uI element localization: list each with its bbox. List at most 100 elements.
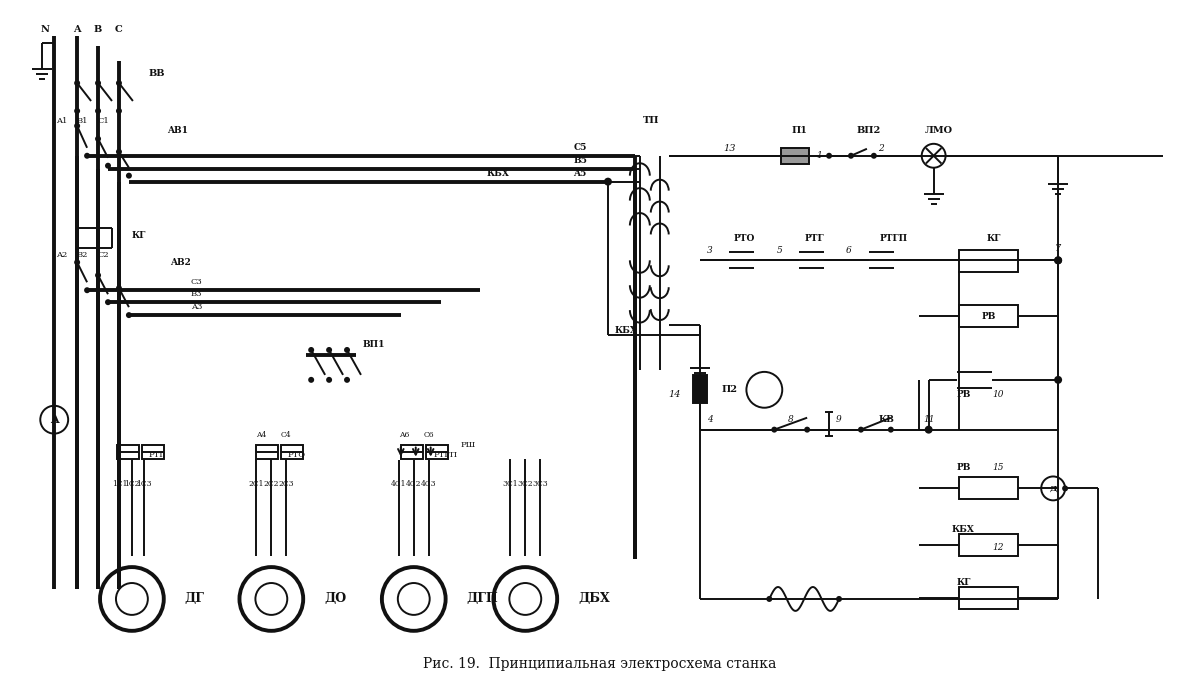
Text: КГ: КГ <box>986 234 1001 243</box>
Circle shape <box>1054 256 1062 264</box>
Circle shape <box>106 163 110 169</box>
Circle shape <box>344 347 350 353</box>
Text: 2: 2 <box>878 145 883 153</box>
Text: B: B <box>94 25 102 34</box>
Circle shape <box>74 108 80 114</box>
Text: 5: 5 <box>776 246 782 255</box>
Text: A3: A3 <box>191 303 203 311</box>
Text: 2С3: 2С3 <box>278 480 294 488</box>
Text: 4: 4 <box>707 415 713 424</box>
Text: 4С1: 4С1 <box>391 480 407 488</box>
Circle shape <box>772 427 778 433</box>
Text: РТО: РТО <box>733 234 755 243</box>
Circle shape <box>126 173 132 179</box>
Text: 1С2: 1С2 <box>124 480 139 488</box>
Circle shape <box>116 285 122 291</box>
Text: A6: A6 <box>398 431 409 438</box>
Circle shape <box>84 287 90 293</box>
Circle shape <box>1054 376 1062 384</box>
Circle shape <box>308 377 314 383</box>
Circle shape <box>493 567 557 631</box>
Circle shape <box>1054 256 1062 264</box>
Text: КВ: КВ <box>878 415 895 424</box>
Circle shape <box>308 347 314 353</box>
Text: B5: B5 <box>574 156 587 165</box>
Text: РТГП: РТГП <box>433 451 457 458</box>
Text: ВП1: ВП1 <box>362 340 385 349</box>
Circle shape <box>804 427 810 433</box>
Text: C6: C6 <box>424 431 434 438</box>
Text: 2С1: 2С1 <box>248 480 264 488</box>
Text: AB2: AB2 <box>169 258 191 267</box>
Circle shape <box>1062 486 1068 491</box>
Text: ВВ: ВВ <box>149 68 166 77</box>
Circle shape <box>848 153 854 159</box>
Text: 2С2: 2С2 <box>264 480 280 488</box>
Circle shape <box>74 123 80 129</box>
Text: 10: 10 <box>992 390 1004 399</box>
Text: 9: 9 <box>836 415 842 424</box>
Bar <box>959 587 1019 609</box>
Text: 15: 15 <box>992 463 1004 472</box>
Circle shape <box>116 149 122 155</box>
Bar <box>959 477 1019 499</box>
Circle shape <box>106 299 110 305</box>
Text: РВ: РВ <box>956 463 971 472</box>
Text: РШ: РШ <box>461 440 476 449</box>
Circle shape <box>116 80 122 86</box>
Bar <box>959 305 1019 327</box>
Circle shape <box>240 567 304 631</box>
Text: РТО: РТО <box>287 451 305 458</box>
Text: РТГ: РТГ <box>149 451 166 458</box>
Text: 14: 14 <box>668 390 680 399</box>
Circle shape <box>100 567 163 631</box>
Circle shape <box>326 377 332 383</box>
Text: КБХ: КБХ <box>487 169 510 178</box>
Text: ДО: ДО <box>324 593 347 606</box>
Text: 7: 7 <box>1055 244 1061 253</box>
Circle shape <box>767 596 773 602</box>
Text: C2: C2 <box>97 251 109 260</box>
Circle shape <box>41 406 68 434</box>
Circle shape <box>1042 477 1066 500</box>
Text: 6: 6 <box>846 246 852 255</box>
Circle shape <box>888 427 894 433</box>
Bar <box>959 251 1019 272</box>
Circle shape <box>398 583 430 615</box>
Text: 13: 13 <box>724 145 736 153</box>
Text: 8: 8 <box>788 415 794 424</box>
Bar <box>281 445 304 458</box>
Text: Рис. 19.  Принципиальная электросхема станка: Рис. 19. Принципиальная электросхема ста… <box>424 657 776 671</box>
Text: КБХ: КБХ <box>614 325 638 334</box>
Text: 1С3: 1С3 <box>136 480 151 488</box>
Circle shape <box>836 596 842 602</box>
Text: C5: C5 <box>574 143 587 152</box>
Text: ДГП: ДГП <box>467 593 498 606</box>
Circle shape <box>95 108 101 114</box>
Text: РВ: РВ <box>982 312 996 321</box>
Text: РВ: РВ <box>956 390 971 399</box>
Text: П1: П1 <box>791 126 808 136</box>
Text: ЛМО: ЛМО <box>925 126 953 136</box>
Text: B2: B2 <box>77 251 88 260</box>
Text: B1: B1 <box>77 117 88 125</box>
Text: ДГ: ДГ <box>185 593 204 606</box>
Circle shape <box>74 260 80 265</box>
Bar <box>116 445 139 458</box>
Circle shape <box>95 272 101 278</box>
Text: 11: 11 <box>923 415 935 424</box>
Circle shape <box>116 583 148 615</box>
Text: 1С1: 1С1 <box>113 480 127 488</box>
Text: КГ: КГ <box>132 231 146 240</box>
Bar <box>401 445 422 458</box>
Circle shape <box>95 80 101 86</box>
Circle shape <box>509 583 541 615</box>
Circle shape <box>746 372 782 408</box>
Circle shape <box>126 312 132 318</box>
Bar <box>142 445 163 458</box>
Circle shape <box>326 347 332 353</box>
Text: ВП2: ВП2 <box>857 126 881 136</box>
Circle shape <box>382 567 445 631</box>
Text: AB1: AB1 <box>167 126 187 136</box>
Circle shape <box>95 136 101 142</box>
